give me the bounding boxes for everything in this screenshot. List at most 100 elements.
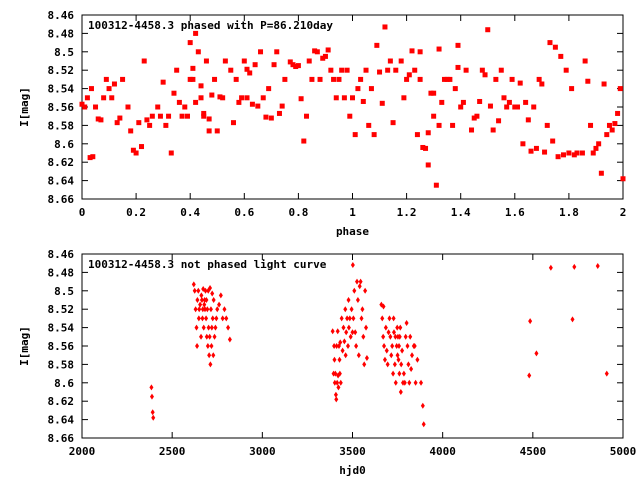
data-point [357, 283, 362, 290]
x-tick-label: 1.6 [505, 206, 525, 219]
data-point [550, 138, 556, 144]
data-point [558, 53, 564, 59]
data-point [320, 55, 326, 61]
y-tick-label: 8.58 [48, 119, 75, 132]
data-point [349, 306, 354, 313]
data-point [410, 352, 415, 359]
x-tick-label: 2500 [159, 445, 186, 458]
data-point [193, 30, 199, 36]
data-point [431, 113, 437, 119]
data-point [339, 67, 345, 73]
data-point [314, 49, 320, 55]
unphased-light-curve-panel: 8.46 8.48 8.5 8.52 8.54 8.56 8.58 8.6 8.62 8.64 8.… [18, 248, 636, 477]
data-point [90, 154, 96, 160]
data-point [412, 67, 418, 73]
x-tick-label: 1.2 [397, 206, 417, 219]
x-tick-label: 1.4 [451, 206, 471, 219]
x-tick-label: 0.8 [288, 206, 308, 219]
data-point [601, 81, 607, 87]
data-point [544, 122, 550, 128]
y-tick-label: 8.6 [54, 138, 74, 151]
data-point [617, 86, 623, 92]
y-tick-label: 8.62 [48, 395, 75, 408]
data-point [563, 67, 569, 73]
data-point [527, 372, 532, 379]
x-tick-label: 0 [79, 206, 86, 219]
data-point [381, 333, 386, 340]
data-point [346, 324, 351, 331]
data-point [407, 379, 412, 386]
data-point [196, 287, 201, 294]
data-point [260, 95, 266, 101]
data-point [593, 145, 599, 151]
data-point [147, 122, 153, 128]
data-point [213, 324, 218, 331]
data-point [398, 58, 404, 64]
data-point [136, 120, 142, 126]
x-tick-label: 3500 [339, 445, 366, 458]
data-point [199, 297, 204, 303]
data-point [404, 76, 410, 82]
y-tick-label: 8.52 [48, 303, 75, 316]
data-point [444, 76, 450, 82]
data-point [338, 379, 343, 386]
data-point [384, 347, 389, 354]
data-point [341, 324, 346, 331]
data-point [512, 104, 518, 110]
data-point [341, 95, 347, 101]
data-point [386, 329, 391, 336]
data-point [241, 58, 247, 64]
data-point [98, 117, 104, 123]
data-point [191, 281, 196, 288]
data-point [343, 352, 348, 359]
data-point [436, 122, 442, 128]
data-point [401, 370, 406, 377]
data-point [585, 78, 591, 84]
data-point [252, 62, 258, 68]
data-point [274, 49, 280, 55]
data-point [402, 379, 407, 386]
data-point [199, 333, 204, 340]
data-point [332, 343, 337, 349]
data-point [263, 114, 269, 120]
data-point [150, 409, 155, 416]
x-tick-label: 4500 [520, 445, 547, 458]
data-point [555, 154, 561, 160]
data-point [615, 110, 621, 116]
data-point [423, 145, 429, 151]
data-point [394, 343, 399, 349]
data-point [398, 324, 403, 331]
data-point [244, 66, 250, 72]
y-tick-label: 8.56 [48, 101, 75, 114]
y-tick-label: 8.46 [48, 9, 75, 22]
data-point [477, 98, 483, 104]
data-point [385, 361, 390, 368]
data-point [139, 144, 145, 150]
data-point [103, 76, 109, 82]
data-point [371, 132, 377, 138]
data-point [359, 315, 364, 322]
data-point [339, 315, 344, 322]
data-point [201, 324, 206, 331]
data-point [201, 113, 207, 119]
data-point [206, 116, 212, 122]
y-tick-label: 8.6 [54, 377, 74, 390]
data-point [200, 306, 205, 313]
data-point [190, 65, 196, 71]
data-point [350, 262, 355, 269]
data-point [560, 152, 566, 158]
data-point [239, 95, 245, 101]
data-point [335, 328, 340, 335]
data-point [343, 306, 348, 313]
data-point [397, 370, 402, 377]
data-point [574, 150, 580, 156]
data-point [536, 76, 542, 82]
data-point [496, 118, 502, 124]
plot-frame [81, 253, 624, 439]
y-tick-label: 8.66 [48, 193, 75, 206]
data-point [247, 70, 253, 76]
data-point [474, 113, 480, 119]
data-point [298, 96, 304, 102]
data-point [393, 333, 398, 340]
data-point [404, 320, 409, 326]
